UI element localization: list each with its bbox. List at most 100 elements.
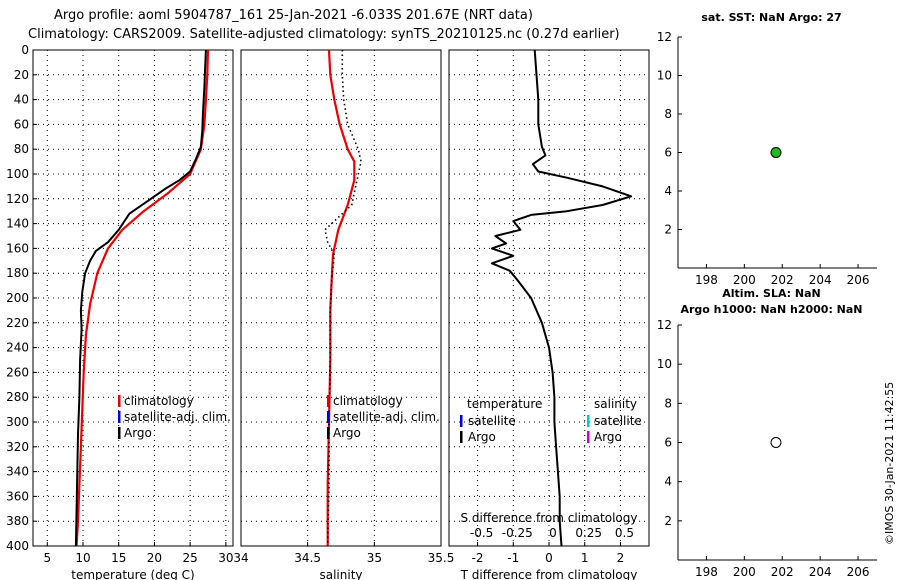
y-tick-label: 120 <box>6 192 29 206</box>
y-tick-label: 10 <box>657 69 672 83</box>
x-tick-label: 1 <box>581 551 589 565</box>
legend-label: Argo <box>594 430 622 444</box>
y-tick-label: 0 <box>21 43 29 57</box>
difference-panel: -2 -1 0 1 2 T difference from climatology temp… <box>448 49 650 580</box>
sla-title: Altim. SLA: NaN <box>722 287 821 300</box>
legend-label: climatology <box>124 394 194 408</box>
x-tick-label: 206 <box>847 565 870 579</box>
legend-swatch <box>327 411 330 423</box>
x-tick-label: 35.5 <box>428 551 455 565</box>
y-tick-label: 6 <box>664 146 672 160</box>
y-tick-label: 20 <box>14 68 29 82</box>
series-argo <box>324 50 362 547</box>
y-tick-label: 6 <box>664 436 672 450</box>
x-tick-label: 35 <box>367 551 382 565</box>
x-axis-label: salinity <box>319 568 362 580</box>
y-tick-label: 300 <box>6 415 29 429</box>
x2-tick-label: -0.5 <box>470 526 493 540</box>
legend-swatch <box>118 427 121 439</box>
x-tick-label: 198 <box>695 273 718 287</box>
x-tick-label: 206 <box>847 273 870 287</box>
y-tick-label: 60 <box>14 117 29 131</box>
y-tick-label: 100 <box>6 167 29 181</box>
x-tick-label: 25 <box>183 551 198 565</box>
x-axis-label: T difference from climatology <box>460 568 638 580</box>
x-axis-label: temperature (deg C) <box>71 568 194 580</box>
y-tick-label: 10 <box>657 357 672 371</box>
x-tick-label: 0 <box>545 551 553 565</box>
legend-label: Argo <box>468 430 496 444</box>
scatter-point <box>770 147 782 158</box>
legend-label: Argo <box>124 426 152 440</box>
y-tick-label: 4 <box>664 184 672 198</box>
y-tick-label: 340 <box>6 465 29 479</box>
x-tick-label: 204 <box>809 273 832 287</box>
series-climatology <box>326 49 356 546</box>
legend-title-salinity: salinity <box>594 397 637 411</box>
y-tick-label: 4 <box>664 475 672 489</box>
sla-panel: 2 4 6 8 10 12 198 200 202 204 206 Altim. SLA: NaN Ar… <box>657 287 877 579</box>
legend-label: satellite-adj. clim. <box>333 410 440 424</box>
x-tick-label: 34 <box>233 551 248 565</box>
x-tick-label: 200 <box>733 565 756 579</box>
y-tick-label: 240 <box>6 341 29 355</box>
y-tick-label: 200 <box>6 291 29 305</box>
figure-title-line1: Argo profile: aoml 5904787_161 25-Jan-20… <box>54 8 533 23</box>
legend-swatch <box>118 395 121 407</box>
legend-swatch <box>460 431 463 443</box>
legend-title-temperature: temperature <box>467 397 542 411</box>
series-t-difference <box>490 49 633 547</box>
x2-tick-label: 0.5 <box>615 526 634 540</box>
x2-axis-label: S difference from climatology <box>461 511 638 525</box>
y-tick-label: 220 <box>6 316 29 330</box>
y-tick-label: 280 <box>6 390 29 404</box>
sst-title: sat. SST: NaN Argo: 27 <box>701 11 841 24</box>
y-tick-label: 160 <box>6 241 29 255</box>
x-tick-label: 20 <box>147 551 162 565</box>
x-tick-label: 202 <box>771 273 794 287</box>
y-tick-label: 12 <box>657 30 672 44</box>
x-tick-label: 2 <box>617 551 625 565</box>
legend-label: satellite-adj. clim. <box>124 410 231 424</box>
legend-label: satellite <box>594 414 642 428</box>
series-climatology <box>75 49 210 547</box>
series-argo <box>74 49 207 547</box>
y-tick-label: 8 <box>664 396 672 410</box>
x-tick-label: 15 <box>111 551 126 565</box>
legend-swatch <box>460 415 463 427</box>
x-tick-label: -1 <box>507 551 519 565</box>
x-tick-label: 34.5 <box>294 551 321 565</box>
y-tick-label: 320 <box>6 440 29 454</box>
temperature-panel: 0 20 40 60 80 100 120 140 160 180 200 220 240 260 280 3… <box>6 43 234 580</box>
x2-tick-label: 0.25 <box>575 526 602 540</box>
y-tick-label: 40 <box>14 93 29 107</box>
x2-tick-label: -0.25 <box>502 526 533 540</box>
legend-label: climatology <box>333 394 403 408</box>
figure-title-line2: Climatology: CARS2009. Satellite-adjuste… <box>28 27 620 42</box>
legend-swatch <box>327 427 330 439</box>
imos-credit: ©IMOS 30-Jan-2021 11:42:55 <box>883 382 896 545</box>
scatter-point <box>770 437 782 448</box>
sla-subtitle: Argo h1000: NaN h2000: NaN <box>680 303 862 316</box>
legend-label: satellite <box>468 414 516 428</box>
legend-swatch <box>587 415 590 427</box>
y-tick-label: 180 <box>6 266 29 280</box>
y-tick-label: 360 <box>6 489 29 503</box>
x-tick-label: 30 <box>218 551 233 565</box>
x-tick-label: 198 <box>695 565 718 579</box>
x-tick-label: 202 <box>771 565 794 579</box>
x-tick-label: 5 <box>43 551 51 565</box>
x-tick-label: 200 <box>733 273 756 287</box>
legend-swatch <box>118 411 121 423</box>
sst-panel: 2 4 6 8 10 12 198 200 202 204 206 sat. SST: NaN Arg… <box>657 11 877 287</box>
legend-swatch <box>587 431 590 443</box>
y-tick-label: 380 <box>6 514 29 528</box>
x-tick-label: -2 <box>472 551 484 565</box>
y-tick-label: 12 <box>657 318 672 332</box>
y-tick-label: 8 <box>664 107 672 121</box>
y-tick-label: 2 <box>664 223 672 237</box>
y-tick-label: 80 <box>14 142 29 156</box>
plot-frame <box>240 49 442 547</box>
x-tick-label: 204 <box>809 565 832 579</box>
